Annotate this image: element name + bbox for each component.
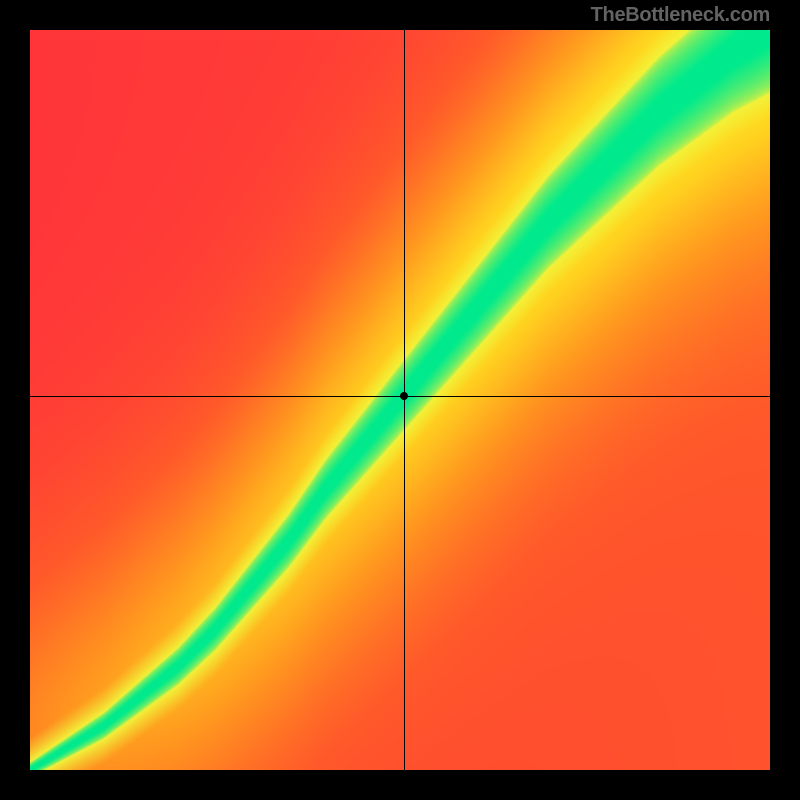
crosshair-dot <box>400 392 408 400</box>
heatmap-area <box>30 30 770 770</box>
plot-frame <box>30 30 770 770</box>
heatmap-canvas <box>30 30 770 770</box>
watermark-text: TheBottleneck.com <box>591 4 770 27</box>
chart-outer: TheBottleneck.com <box>0 0 800 800</box>
